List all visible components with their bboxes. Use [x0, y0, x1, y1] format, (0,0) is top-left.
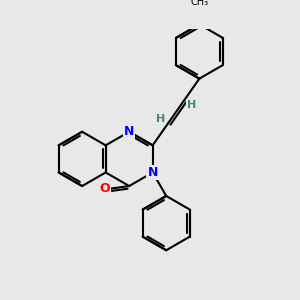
Text: CH₃: CH₃	[190, 0, 208, 7]
Text: N: N	[148, 166, 158, 179]
Text: N: N	[124, 125, 134, 138]
Text: O: O	[99, 182, 110, 195]
Text: H: H	[156, 114, 165, 124]
Text: H: H	[187, 100, 196, 110]
